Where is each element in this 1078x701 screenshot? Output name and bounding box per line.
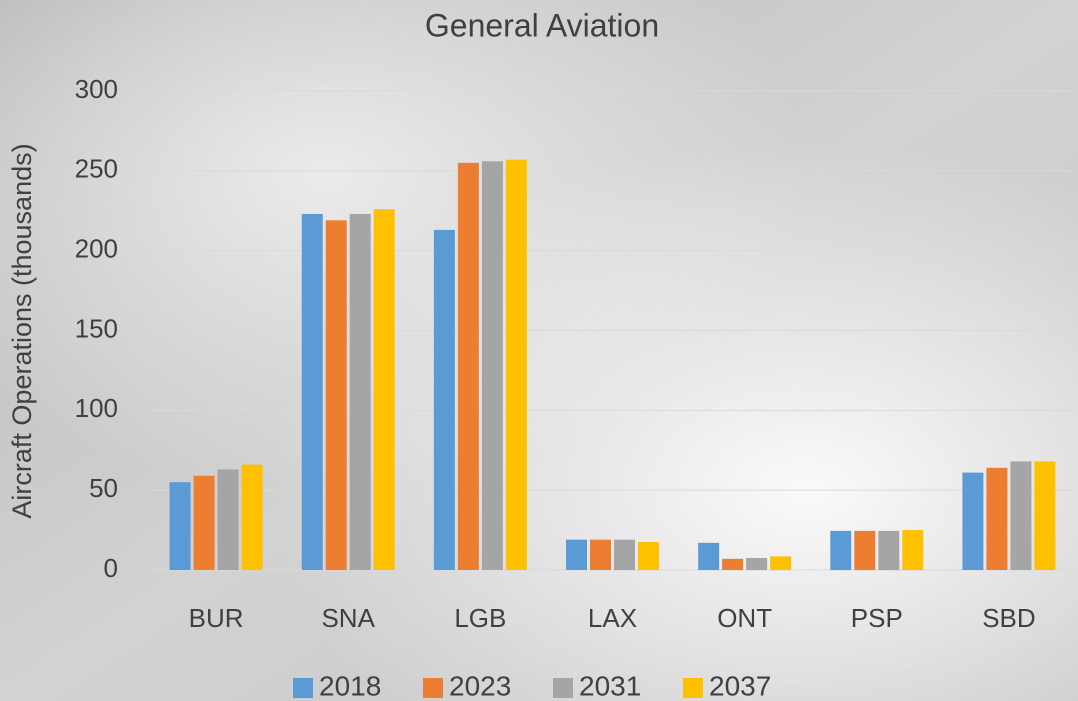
bar [566,539,587,570]
legend-label: 2023 [449,670,511,701]
legend-swatch [423,678,443,698]
bar [722,558,744,570]
bar [1010,461,1032,570]
x-tick-label: LAX [588,603,637,633]
y-tick-label: 200 [75,234,118,264]
bar [854,530,876,570]
y-tick-label: 100 [75,393,118,423]
legend-swatch [293,678,313,698]
bar [373,209,395,571]
bar [505,159,527,570]
bar [349,213,371,570]
x-tick-label: BUR [189,603,244,633]
legend-label: 2031 [579,670,641,701]
chart-title: General Aviation [425,7,659,43]
bar [169,482,191,570]
y-tick-label: 0 [104,553,118,583]
bar [457,162,479,570]
legend-label: 2037 [709,670,771,701]
bar [830,530,852,570]
bar [193,475,215,570]
y-tick-label: 300 [75,74,118,104]
bar [217,469,239,570]
bar [325,220,347,570]
bar [481,161,503,570]
bar [698,542,720,570]
bar [614,539,635,570]
x-tick-label: LGB [454,603,506,633]
x-tick-label: SBD [982,603,1035,633]
bar [1034,461,1056,570]
legend-label: 2018 [319,670,381,701]
legend-swatch [683,678,703,698]
bar [902,530,924,570]
y-axis-label: Aircraft Operations (thousands) [7,143,37,518]
x-tick-label: PSP [851,603,903,633]
x-tick-label: SNA [321,603,375,633]
bar [746,558,768,570]
y-tick-label: 50 [89,473,118,503]
bar [770,556,792,570]
bar [433,229,455,570]
y-tick-label: 150 [75,313,118,343]
y-tick-label: 250 [75,154,118,184]
bar [590,539,611,570]
bar [301,213,323,570]
bar [241,464,263,570]
bar [878,530,900,570]
x-tick-label: ONT [717,603,772,633]
bar [986,467,1008,570]
bar [638,542,659,570]
legend-swatch [553,678,573,698]
bar [962,472,984,570]
